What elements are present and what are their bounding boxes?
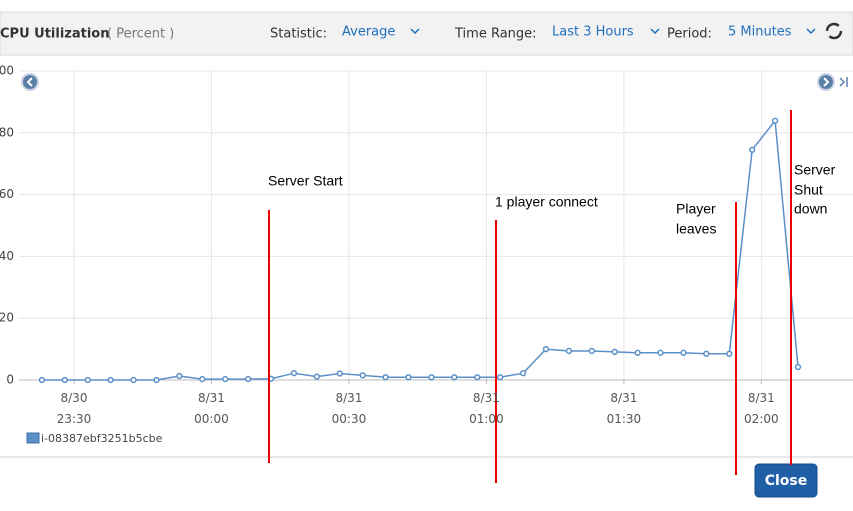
data-point xyxy=(107,376,114,384)
data-point xyxy=(497,374,504,381)
chevron xyxy=(806,28,816,35)
statistic-select[interactable]: Average xyxy=(342,25,395,40)
annotation: Server xyxy=(794,162,836,178)
data-point xyxy=(130,376,137,384)
period-select[interactable]: 5 Minutes xyxy=(728,25,792,40)
unit: ( Percent ) xyxy=(107,27,174,42)
data-point xyxy=(199,375,206,383)
data-point xyxy=(313,373,321,380)
data-point xyxy=(474,374,481,381)
x-tick-label: 8/31 01:00 xyxy=(469,391,504,426)
data-point xyxy=(565,347,573,355)
y-tick-label: 20 xyxy=(0,311,14,325)
scroll-right[interactable] xyxy=(817,73,835,91)
annotations: Server Start 1 player connect Player lea… xyxy=(268,110,836,483)
data-point xyxy=(38,376,46,384)
x-tick-label: 8/31 01:30 xyxy=(606,391,642,426)
data-point xyxy=(336,370,343,377)
arrow xyxy=(26,77,33,87)
data-point xyxy=(542,345,550,353)
annotation: Server Start xyxy=(268,173,343,189)
data-point xyxy=(428,374,435,381)
data-point xyxy=(794,363,802,371)
y-tick-label: 60 xyxy=(0,187,14,201)
data-point xyxy=(382,374,389,381)
x-tick-label: 8/30 23:30 xyxy=(56,391,92,426)
scroll-left[interactable] xyxy=(21,73,39,91)
data-point xyxy=(359,372,366,379)
y-tick-label: 0 xyxy=(6,373,14,387)
data-point xyxy=(771,117,779,124)
data-point xyxy=(290,370,298,377)
data-point xyxy=(244,375,252,383)
plot: 0 20 40 60 80 100 i-08387ebf3251b5cbe xyxy=(0,64,853,445)
data-point xyxy=(726,350,733,357)
y-tick-label: 80 xyxy=(0,125,14,139)
annotation: leaves xyxy=(676,221,716,237)
toolbar xyxy=(0,11,853,56)
data-point xyxy=(588,347,595,355)
data-point xyxy=(703,350,710,357)
data-point xyxy=(611,348,618,356)
x-tick-label: 8/31 00:30 xyxy=(331,391,367,426)
data-point xyxy=(657,349,664,356)
data-point xyxy=(519,370,527,377)
metric: CPU Utilization xyxy=(0,27,109,42)
time-range-label: Time Range: xyxy=(454,27,537,42)
chevron xyxy=(650,28,660,35)
annotation: down xyxy=(794,201,827,217)
data-point xyxy=(176,372,183,380)
annotation: 1 player connect xyxy=(495,194,598,210)
arrow xyxy=(823,77,830,87)
data-point xyxy=(680,349,687,356)
scroll-end[interactable] xyxy=(839,77,848,87)
annotation: Shut xyxy=(794,182,823,198)
data-point xyxy=(61,376,68,384)
refresh-icon[interactable] xyxy=(825,22,843,40)
data-point xyxy=(634,349,641,356)
legend-label: i-08387ebf3251b5cbe xyxy=(41,432,163,445)
chevron xyxy=(410,28,420,35)
period-label: Period: xyxy=(667,27,712,42)
close-button[interactable] xyxy=(754,463,818,498)
y-tick-label: 40 xyxy=(0,249,14,263)
legend-swatch xyxy=(26,432,40,444)
data-point xyxy=(222,375,229,383)
data-point xyxy=(405,374,412,381)
time-range-select[interactable]: Last 3 Hours xyxy=(552,25,634,40)
annotation: Player xyxy=(676,201,716,217)
x-tick-label: 8/31 00:00 xyxy=(194,391,229,426)
x-tick-label: 8/31 02:00 xyxy=(744,391,779,426)
data-point xyxy=(84,376,91,384)
y-tick-label: 100 xyxy=(0,64,14,78)
data-point xyxy=(451,374,458,381)
data-point xyxy=(153,376,160,384)
data-point xyxy=(749,146,756,153)
series-line xyxy=(41,118,799,381)
close-label: Close xyxy=(765,473,808,489)
statistic-label: Statistic: xyxy=(270,27,327,42)
